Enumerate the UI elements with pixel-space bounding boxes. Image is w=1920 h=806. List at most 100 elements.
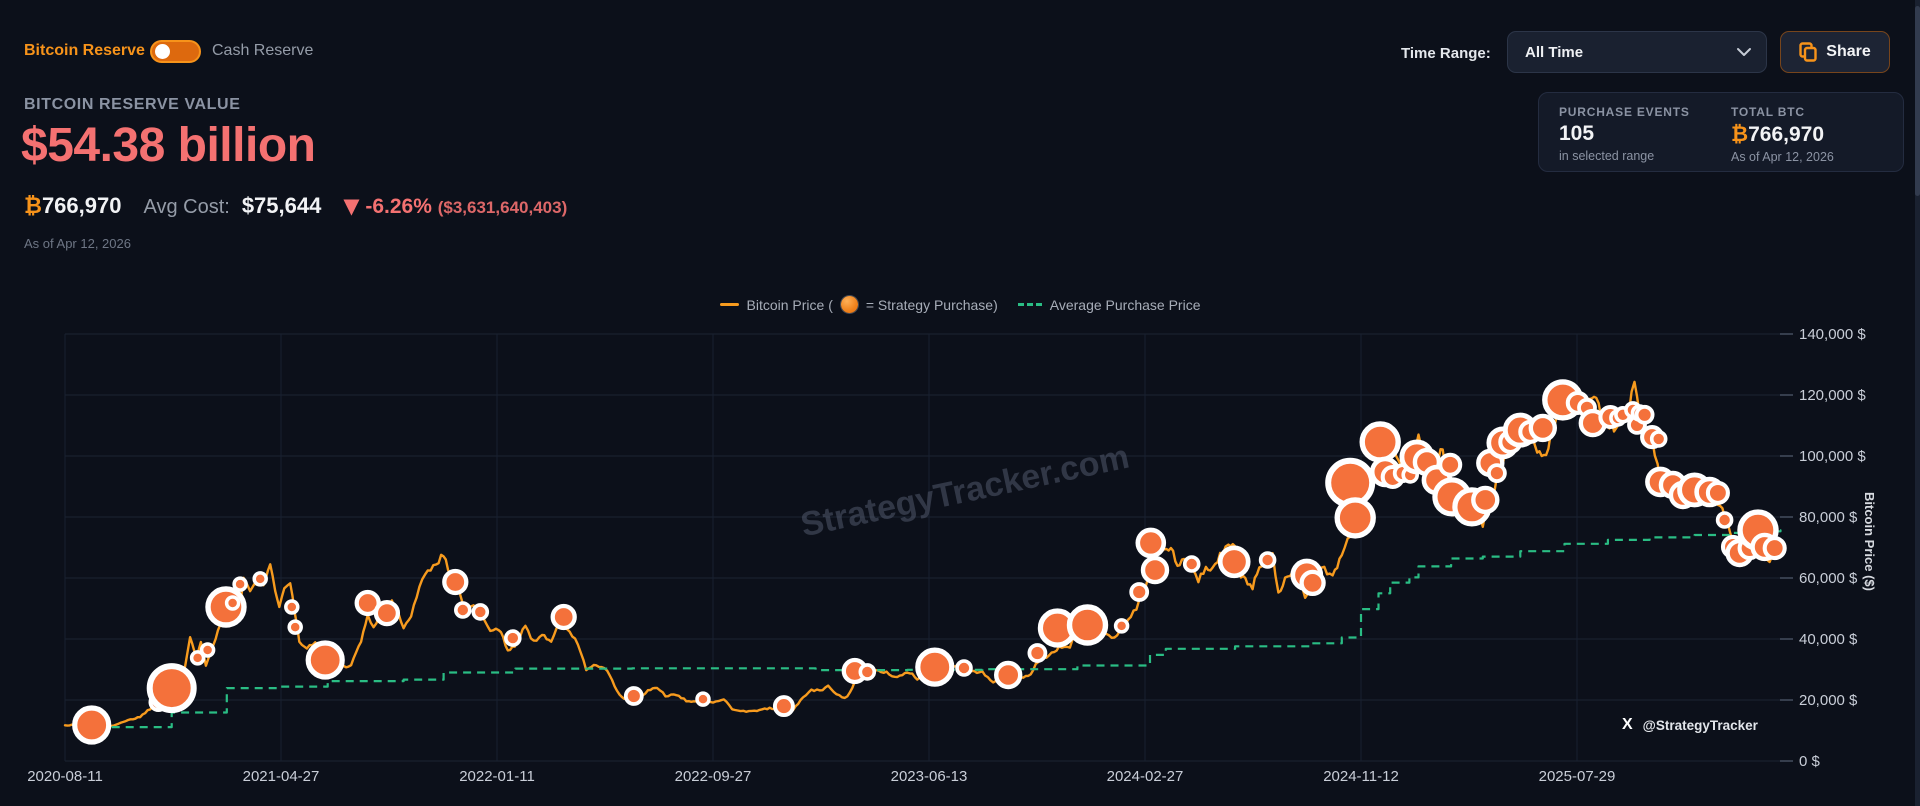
purchase-bubble[interactable]	[994, 660, 1023, 690]
total-btc-stat: TOTAL BTC ₿766,970 As of Apr 12, 2026	[1731, 105, 1834, 171]
x-logo-icon: X	[1622, 716, 1633, 733]
x-tick-label: 2023-06-13	[891, 768, 968, 785]
scrollbar-thumb[interactable]	[1915, 6, 1920, 196]
y-tick-label: 120,000 $	[1799, 387, 1866, 404]
purchase-bubble[interactable]	[1217, 545, 1251, 579]
purchase-bubble[interactable]	[224, 595, 241, 611]
change-absolute: ($3,631,640,403)	[437, 198, 568, 217]
section-label: BITCOIN RESERVE VALUE	[24, 96, 241, 113]
y-tick-label: 0 $	[1799, 753, 1821, 770]
y-tick-label: 60,000 $	[1799, 570, 1858, 587]
copy-icon	[1799, 42, 1817, 62]
btc-symbol-icon: ₿	[1731, 122, 1749, 146]
purchase-events-stat: PURCHASE EVENTS 105 in selected range	[1559, 105, 1731, 171]
purchase-bubble[interactable]	[287, 619, 303, 635]
purchase-bubble[interactable]	[72, 705, 112, 745]
reserve-toggle[interactable]	[150, 40, 201, 63]
purchase-bubble[interactable]	[623, 686, 644, 706]
purchase-bubble[interactable]	[199, 642, 216, 658]
x-tick-label: 2021-04-27	[243, 768, 320, 785]
x-tick-label: 2022-01-11	[459, 768, 535, 785]
avg-cost-label: Avg Cost:	[143, 196, 230, 218]
purchase-bubble[interactable]	[1438, 452, 1463, 477]
stats-row: ₿766,970 Avg Cost: $75,644 ▼ -6.26% ($3,…	[24, 193, 567, 219]
as-of-date: As of Apr 12, 2026	[24, 236, 131, 251]
purchase-bubble[interactable]	[955, 659, 973, 677]
x-tick-label: 2025-07-29	[1539, 768, 1616, 785]
purchase-bubble[interactable]	[1471, 485, 1500, 515]
reserve-value: $54.38 billion	[21, 119, 316, 172]
purchase-bubble[interactable]	[1528, 413, 1558, 443]
social-handle: X @StrategyTracker	[1622, 716, 1758, 734]
toggle-knob-icon	[155, 44, 170, 59]
purchase-bubble[interactable]	[305, 640, 345, 680]
chart-legend: Bitcoin Price ( = Strategy Purchase) Ave…	[0, 296, 1920, 313]
purchase-bubble[interactable]	[915, 647, 955, 687]
purchase-bubble[interactable]	[1140, 555, 1170, 585]
purchase-bubble[interactable]	[471, 603, 490, 621]
purchase-bubble[interactable]	[453, 601, 472, 619]
bitcoin-reserve-label[interactable]: Bitcoin Reserve	[24, 42, 145, 59]
social-handle-text: @StrategyTracker	[1642, 717, 1758, 733]
purchase-events-value: 105	[1559, 122, 1595, 145]
x-tick-label: 2022-09-27	[675, 768, 752, 785]
purchase-bubble[interactable]	[1649, 430, 1668, 448]
btc-symbol-icon: ₿	[24, 194, 42, 219]
purchase-bubble[interactable]	[695, 691, 711, 707]
time-range-label: Time Range:	[1401, 45, 1491, 62]
legend-price-suffix: = Strategy Purchase)	[865, 296, 998, 313]
purchase-bubble-swatch-icon	[840, 296, 858, 313]
purchase-bubble[interactable]	[1066, 604, 1109, 646]
purchase-bubble[interactable]	[1334, 497, 1376, 539]
purchase-bubble[interactable]	[252, 571, 268, 587]
purchase-bubble[interactable]	[373, 599, 401, 627]
purchase-bubbles	[72, 379, 1787, 745]
avg-line-swatch-icon	[1017, 303, 1042, 306]
purchase-bubble[interactable]	[1634, 404, 1655, 425]
bitcoin-price-chart[interactable]: 0 $ 20,000 $ 40,000 $ 60,000 $ 80,000 $ 100,0…	[0, 300, 1920, 806]
avg-cost-value: $75,644	[241, 193, 322, 218]
average-purchase-price-line	[111, 529, 1782, 729]
purchase-bubble[interactable]	[858, 663, 877, 681]
purchase-bubble[interactable]	[1182, 555, 1201, 573]
purchase-bubble[interactable]	[1258, 551, 1277, 569]
purchase-bubble[interactable]	[284, 599, 300, 615]
purchase-events-sub: in selected range	[1559, 149, 1655, 163]
y-tick-label: 80,000 $	[1799, 509, 1858, 526]
stats-card: PURCHASE EVENTS 105 in selected range TO…	[1538, 92, 1904, 172]
purchase-bubble[interactable]	[1135, 527, 1167, 559]
purchase-bubble[interactable]	[550, 603, 577, 631]
purchase-bubble[interactable]	[1715, 511, 1734, 529]
y-axis-title: Bitcoin Price ($)	[1862, 492, 1877, 591]
cash-reserve-label[interactable]: Cash Reserve	[212, 42, 314, 59]
legend-avg-label: Average Purchase Price	[1049, 296, 1201, 313]
y-tick-label: 100,000 $	[1799, 448, 1866, 465]
share-button[interactable]: Share	[1780, 31, 1890, 73]
scrollbar[interactable]	[1915, 0, 1920, 806]
chevron-down-icon	[1737, 48, 1751, 56]
y-tick-label: 40,000 $	[1799, 631, 1858, 648]
purchase-bubble[interactable]	[1487, 463, 1507, 484]
purchase-bubble[interactable]	[1762, 536, 1787, 561]
purchase-bubble[interactable]	[772, 695, 795, 718]
price-line-swatch-icon	[719, 303, 739, 306]
purchase-bubble[interactable]	[189, 650, 206, 666]
legend-price-prefix: Bitcoin Price (	[746, 296, 833, 313]
btc-holdings: ₿766,970	[24, 193, 121, 219]
purchase-bubble[interactable]	[1027, 643, 1048, 663]
purchase-bubble[interactable]	[232, 576, 248, 592]
total-btc-label: TOTAL BTC	[1731, 105, 1805, 119]
purchase-bubble[interactable]	[1359, 421, 1401, 463]
time-range-dropdown[interactable]: All Time	[1507, 31, 1767, 73]
purchase-bubble[interactable]	[1299, 569, 1326, 597]
purchase-bubble[interactable]	[1129, 582, 1150, 602]
purchase-bubble[interactable]	[146, 663, 197, 714]
x-tick-label: 2024-02-27	[1107, 768, 1184, 785]
purchase-bubble[interactable]	[1705, 480, 1730, 505]
purchase-bubble[interactable]	[503, 629, 522, 647]
purchase-bubble[interactable]	[1113, 618, 1130, 634]
purchase-bubble[interactable]	[442, 568, 469, 596]
axis-labels: 0 $ 20,000 $ 40,000 $ 60,000 $ 80,000 $ 100,0…	[27, 326, 1866, 785]
x-tick-label: 2024-11-12	[1323, 768, 1399, 785]
change-percent: ▼ -6.26% ($3,631,640,403)	[343, 194, 568, 218]
